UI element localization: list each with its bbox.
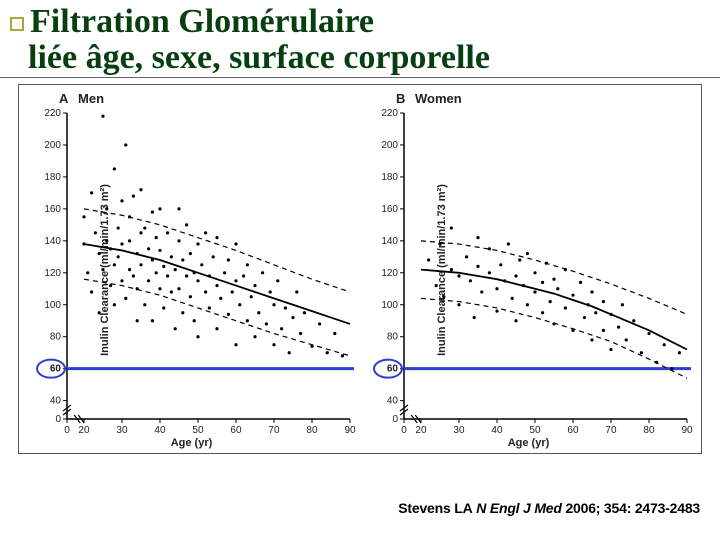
scatter-plot: 0 40 60 80 100 120 140 160 180 200 220 0 20 30 40 50 60 7… <box>23 91 360 449</box>
svg-text:200: 200 <box>44 140 61 151</box>
svg-text:220: 220 <box>381 108 398 119</box>
svg-text:80: 80 <box>387 332 399 343</box>
svg-text:20: 20 <box>78 425 90 436</box>
svg-text:60: 60 <box>230 425 242 436</box>
svg-text:220: 220 <box>44 108 61 119</box>
svg-text:20: 20 <box>415 425 427 436</box>
svg-text:90: 90 <box>681 425 693 436</box>
svg-text:40: 40 <box>50 396 62 407</box>
title-line-1: Filtration Glomérulaire <box>10 4 710 40</box>
svg-text:160: 160 <box>381 204 398 215</box>
citation: Stevens LA N Engl J Med 2006; 354: 2473-… <box>398 500 700 516</box>
panel-women: B Women Inulin Clearance (ml/min/1.73 m²… <box>360 91 697 449</box>
svg-text:0: 0 <box>392 414 398 425</box>
svg-text:80: 80 <box>643 425 655 436</box>
citation-yvp: 2006; 354: 2473-2483 <box>565 500 700 516</box>
title-text-1: Filtration Glomérulaire <box>30 3 374 40</box>
svg-text:0: 0 <box>55 414 61 425</box>
svg-text:40: 40 <box>387 396 399 407</box>
title-line-2: liée âge, sexe, surface corporelle <box>10 40 710 76</box>
chart-container: A Men Inulin Clearance (ml/min/1.73 m²) … <box>18 84 702 454</box>
svg-text:30: 30 <box>453 425 465 436</box>
title-underline <box>0 77 720 78</box>
svg-text:40: 40 <box>491 425 503 436</box>
title-block: Filtration Glomérulaire liée âge, sexe, … <box>0 0 720 75</box>
svg-text:80: 80 <box>50 332 62 343</box>
svg-text:70: 70 <box>268 425 280 436</box>
svg-text:40: 40 <box>154 425 166 436</box>
citation-journal: N Engl J Med <box>476 500 562 516</box>
svg-text:0: 0 <box>64 425 70 436</box>
svg-text:60: 60 <box>387 364 399 375</box>
title-bullet-icon <box>10 17 24 31</box>
svg-text:80: 80 <box>306 425 318 436</box>
svg-text:60: 60 <box>50 364 62 375</box>
panel-men: A Men Inulin Clearance (ml/min/1.73 m²) … <box>23 91 360 449</box>
svg-text:120: 120 <box>44 268 61 279</box>
scatter-plot: 0 40 60 80 100 120 140 160 180 200 220 0 20 30 40 50 60 7… <box>360 91 697 449</box>
svg-text:200: 200 <box>381 140 398 151</box>
svg-text:50: 50 <box>529 425 541 436</box>
svg-text:100: 100 <box>44 300 61 311</box>
svg-text:0: 0 <box>401 425 407 436</box>
svg-text:70: 70 <box>605 425 617 436</box>
svg-text:50: 50 <box>192 425 204 436</box>
svg-text:100: 100 <box>381 300 398 311</box>
svg-text:160: 160 <box>44 204 61 215</box>
svg-text:30: 30 <box>116 425 128 436</box>
citation-author: Stevens LA <box>398 500 472 516</box>
svg-text:180: 180 <box>381 172 398 183</box>
svg-text:180: 180 <box>44 172 61 183</box>
svg-text:90: 90 <box>344 425 356 436</box>
svg-text:120: 120 <box>381 268 398 279</box>
svg-text:140: 140 <box>44 236 61 247</box>
svg-text:60: 60 <box>567 425 579 436</box>
svg-text:140: 140 <box>381 236 398 247</box>
